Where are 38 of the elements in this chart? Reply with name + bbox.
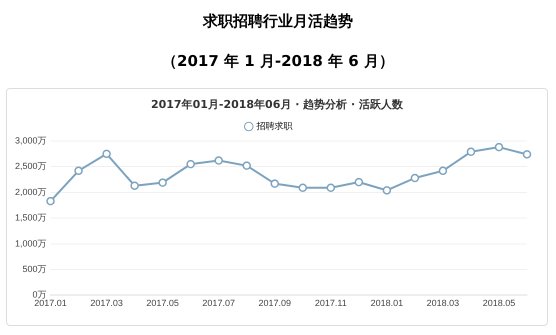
point: [382, 186, 392, 195]
point: [74, 166, 83, 176]
y-tick-label: 1,000万: [14, 238, 47, 248]
y-tick-label: 2,000万: [14, 186, 47, 197]
point: [298, 184, 308, 192]
point: [214, 156, 223, 165]
point: [438, 166, 448, 176]
x-tick-label: 2017.05: [146, 298, 179, 308]
point: [102, 150, 111, 158]
y-tick-label: 1,500万: [14, 212, 47, 223]
point: [326, 184, 336, 192]
point: [270, 179, 279, 188]
x-tick-label: 2017.11: [314, 298, 347, 308]
y-tick-label: 0万: [32, 290, 47, 300]
point: [354, 178, 364, 186]
x-tick-label: 2017.01: [34, 298, 67, 308]
point: [522, 150, 532, 159]
point: [494, 142, 504, 152]
point: [242, 161, 251, 170]
text: 2017年01月-2018年06月 · 趋势分析 · 活跃人数: [150, 97, 404, 112]
chart-title: 求职招聘行业月活趋势: [202, 12, 354, 32]
x-tick-label: 2017.03: [90, 298, 123, 308]
point: [466, 148, 476, 156]
x-tick-label: 2017.07: [202, 298, 235, 308]
y-tick-label: 500万: [22, 264, 47, 274]
legend-label: 招聘求职: [255, 120, 292, 131]
chart-subtitle: （2017 年 1 月-2018 年 6 月）: [161, 52, 395, 72]
y-tick-label: 2,500万: [14, 161, 47, 172]
x-tick-label: 2018.01: [370, 298, 404, 308]
x-tick-label: 2018.05: [482, 298, 516, 308]
point: [158, 178, 167, 187]
point: [130, 181, 139, 190]
y-tick-label: 3,000万: [14, 135, 47, 146]
point: [46, 196, 55, 206]
point: [410, 174, 420, 182]
x-tick-label: 2017.09: [258, 298, 292, 308]
x-tick-label: 2018.03: [426, 298, 460, 308]
point: [186, 160, 195, 168]
